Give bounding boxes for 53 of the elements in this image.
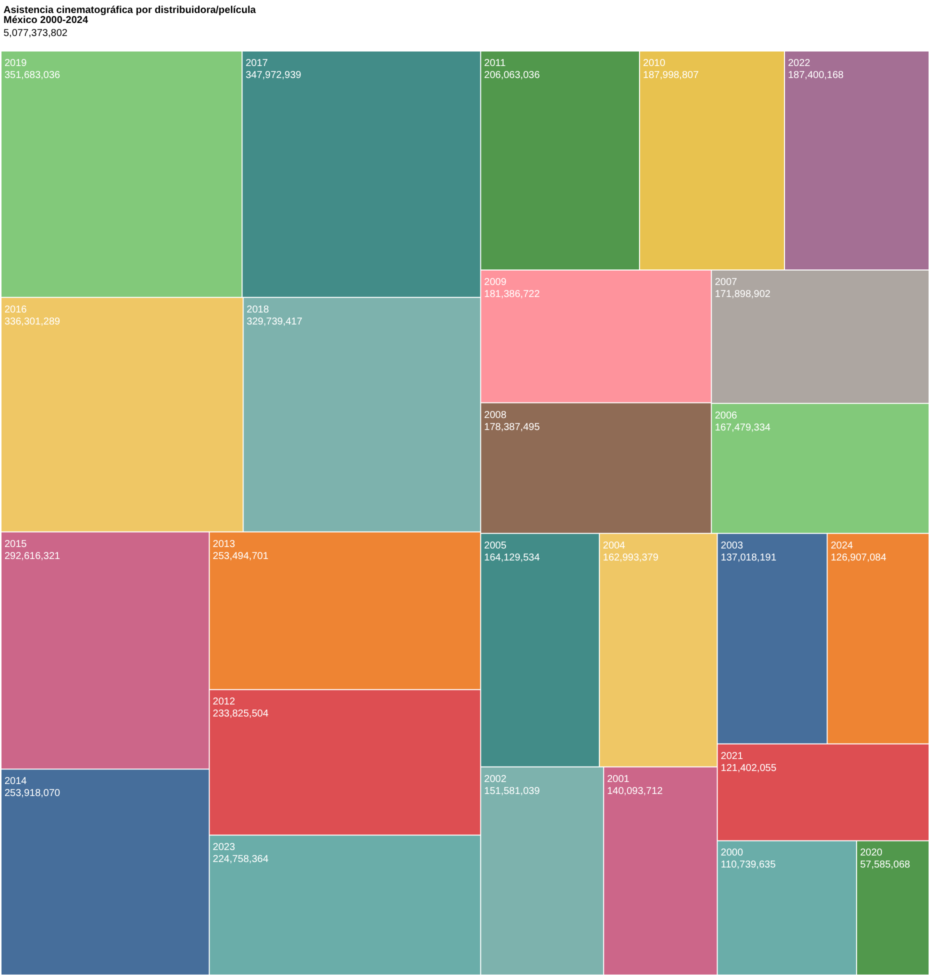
- category-label: 2018: [246, 304, 270, 316]
- category-label: 2016: [4, 304, 28, 316]
- data-label: 351,683,036: [4, 70, 61, 81]
- category-label: 2014: [4, 776, 28, 788]
- data-label: 167,479,334: [714, 422, 771, 434]
- category-label: 2015: [4, 538, 28, 550]
- data-label: 164,129,534: [484, 552, 540, 564]
- data-label: 121,402,055: [720, 762, 777, 774]
- text: Asistencia cinematográfica por distribuidora/película: [4, 5, 256, 16]
- data-label: 140,093,712: [607, 786, 664, 797]
- data-label: 110,739,635: [720, 860, 776, 871]
- category-label: 2011: [484, 58, 506, 69]
- data-label: 206,063,036: [484, 70, 540, 81]
- category-label: 2010: [643, 58, 666, 69]
- data-label: 336,301,289: [4, 316, 61, 328]
- category-label: 2020: [860, 848, 883, 859]
- category-label: 2017: [246, 58, 268, 69]
- data-label: 187,400,168: [788, 70, 844, 81]
- data-label: 137,018,191: [720, 552, 777, 564]
- data-label: 187,998,807: [643, 70, 700, 81]
- data-label: 347,972,939: [246, 70, 302, 81]
- data-label: 253,494,701: [212, 550, 269, 562]
- data-label: 181,386,722: [484, 289, 540, 300]
- category-label: 2012: [212, 696, 236, 708]
- text: 5,077,373,802: [4, 28, 68, 39]
- data-label: 57,585,068: [860, 860, 911, 871]
- category-label: 2008: [484, 410, 507, 421]
- data-label: 126,907,084: [830, 552, 887, 564]
- category-label: 2005: [484, 540, 507, 552]
- data-label: 171,898,902: [714, 289, 771, 300]
- data-label: 224,758,364: [212, 854, 269, 866]
- category-label: 2006: [714, 410, 738, 422]
- category-label: 2013: [212, 538, 236, 550]
- text: México 2000-2024: [4, 15, 88, 26]
- category-label: 2021: [720, 750, 744, 762]
- category-label: 2004: [602, 540, 626, 552]
- category-label: 2019: [4, 58, 28, 69]
- data-label: 178,387,495: [484, 422, 540, 433]
- data-label: 329,739,417: [246, 316, 303, 328]
- category-label: 2022: [788, 58, 811, 69]
- data-label: 151,581,039: [484, 786, 540, 797]
- category-label: 2003: [720, 540, 744, 552]
- category-label: 2007: [714, 277, 738, 288]
- category-label: 2023: [212, 842, 236, 854]
- data-label: 162,993,379: [602, 552, 659, 564]
- category-label: 2002: [484, 774, 507, 785]
- data-label: 233,825,504: [212, 708, 269, 720]
- category-label: 2009: [484, 277, 507, 288]
- category-label: 2024: [830, 540, 854, 552]
- category-label: 2000: [720, 848, 744, 859]
- data-label: 253,918,070: [4, 788, 61, 800]
- category-label: 2001: [607, 774, 630, 785]
- data-label: 292,616,321: [4, 550, 61, 562]
